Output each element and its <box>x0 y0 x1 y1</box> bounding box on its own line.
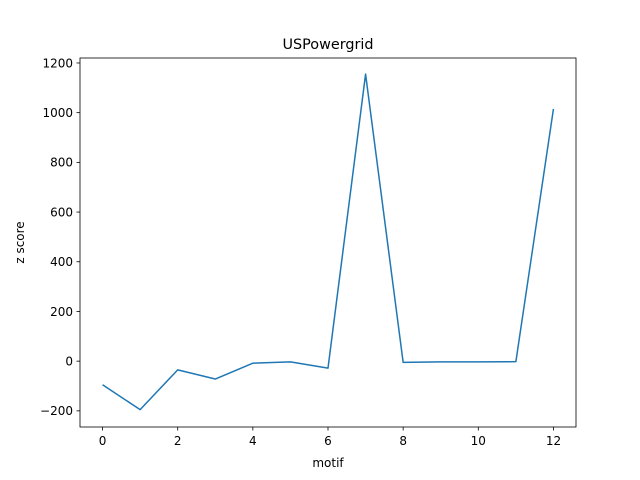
x-tick-label: 8 <box>399 434 407 448</box>
x-tick-label: 6 <box>324 434 332 448</box>
x-axis-label: motif <box>312 456 344 470</box>
x-tick-label: 12 <box>546 434 561 448</box>
x-tick-label: 10 <box>471 434 486 448</box>
y-tick-label: −200 <box>40 404 73 418</box>
y-axis-label: z score <box>13 221 27 263</box>
y-axis: −200 0 200 400 600 800 1000 1200 <box>40 56 80 418</box>
x-tick-label: 2 <box>174 434 182 448</box>
y-tick-label: 0 <box>65 354 73 368</box>
x-axis: 0 2 4 6 8 10 12 <box>99 427 561 448</box>
y-tick-label: 400 <box>50 255 73 269</box>
x-tick-label: 0 <box>99 434 107 448</box>
y-tick-label: 200 <box>50 305 73 319</box>
plot-area <box>102 73 555 411</box>
y-tick-label: 800 <box>50 156 73 170</box>
x-tick-label: 4 <box>249 434 257 448</box>
axes-frame <box>79 57 577 428</box>
y-tick-label: 600 <box>50 205 73 219</box>
y-tick-label: 1200 <box>42 56 73 70</box>
chart-title: USPowergrid <box>282 37 373 53</box>
y-tick-label: 1000 <box>42 106 73 120</box>
series-line <box>102 73 555 411</box>
